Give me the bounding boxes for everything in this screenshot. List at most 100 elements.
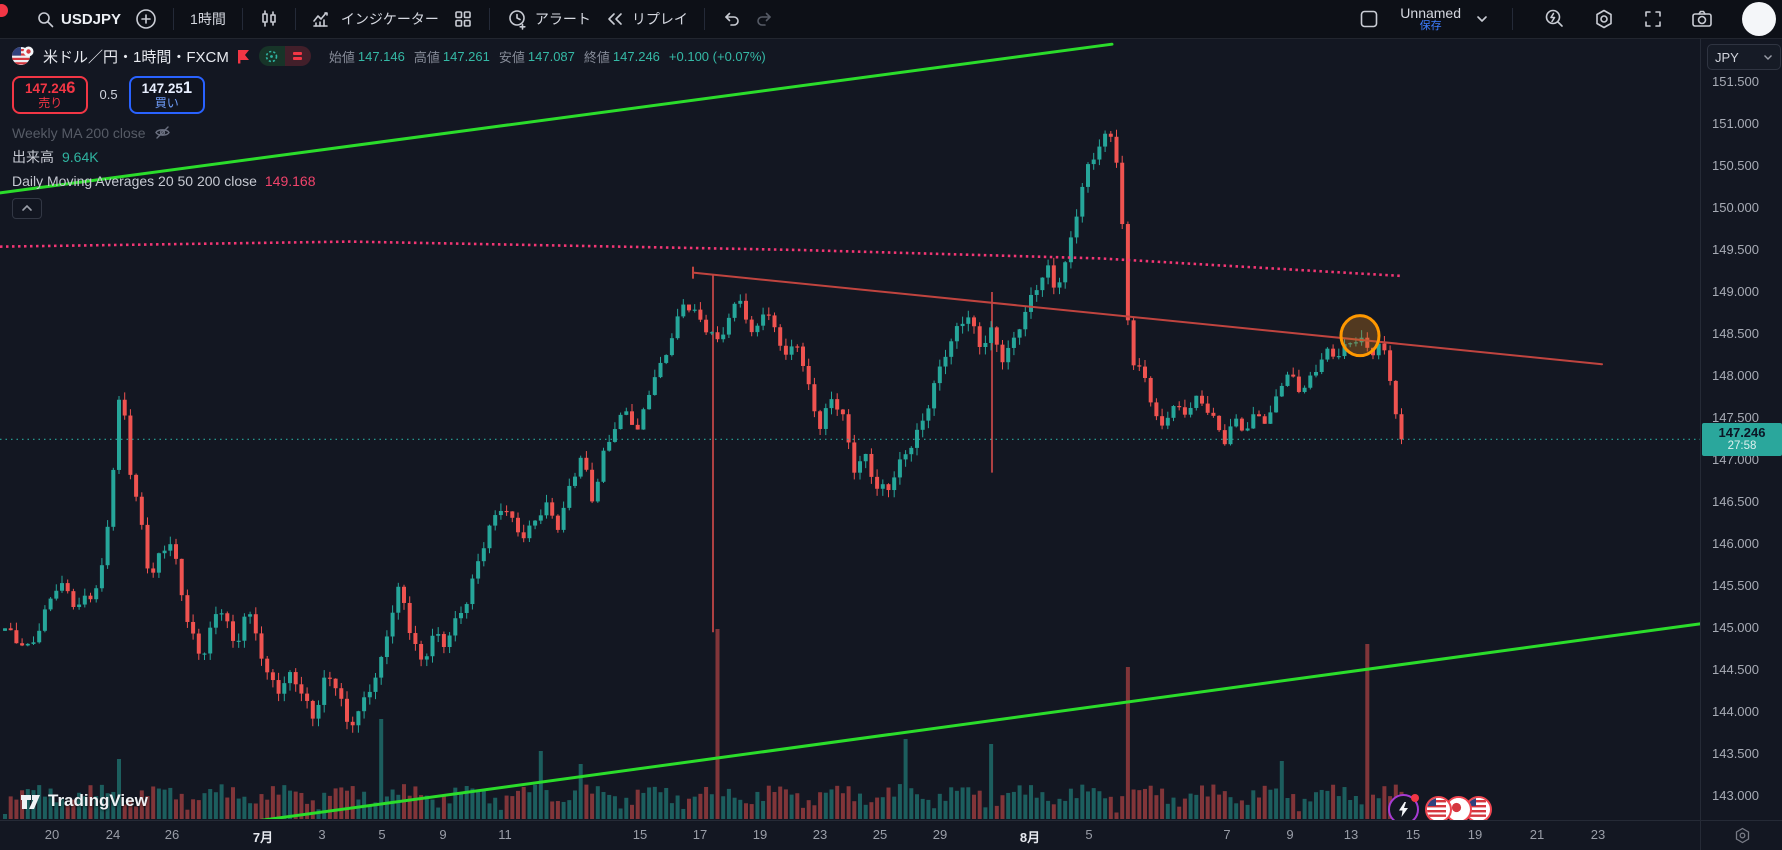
time-tick: 20	[44, 827, 60, 842]
volume-label: 出来高	[12, 148, 54, 165]
buy-price-last-digit: 1	[182, 79, 193, 97]
time-tick: 29	[932, 827, 948, 842]
layout-button[interactable]	[1352, 5, 1386, 33]
price-tick: 144.000	[1712, 704, 1759, 719]
current-price-label: 147.246 27:58	[1702, 422, 1782, 456]
divider	[488, 8, 490, 30]
price-tick: 144.500	[1712, 662, 1759, 677]
grid-layout-icon	[455, 11, 471, 27]
close-label: 終値	[583, 49, 610, 65]
time-tick: 8月	[1019, 830, 1041, 845]
fullscreen-button[interactable]	[1636, 5, 1670, 33]
interval-label: 1時間	[190, 11, 226, 27]
data-delay-icon	[284, 46, 311, 66]
chevron-up-icon	[22, 205, 32, 212]
notification-dot	[0, 4, 8, 17]
open-label: 始値	[328, 49, 355, 65]
symbol-search-button[interactable]: USDJPY	[30, 7, 128, 32]
redo-icon	[757, 12, 771, 26]
interval-button[interactable]: 1時間	[183, 5, 233, 33]
low-value: 147.087	[527, 48, 575, 64]
eye-off-icon[interactable]	[154, 125, 171, 140]
price-tick: 149.000	[1712, 284, 1759, 299]
japan-flag-event-icon[interactable]	[1445, 796, 1472, 823]
chart-style-button[interactable]	[252, 5, 286, 33]
time-tick: 7	[1223, 827, 1231, 842]
symbol-label: USDJPY	[61, 10, 122, 28]
save-label[interactable]: 保存	[1419, 19, 1442, 32]
buy-button[interactable]: 147.251 買い	[128, 76, 206, 114]
tradingview-logo-icon	[21, 794, 40, 809]
axis-gear-icon	[1735, 827, 1749, 844]
user-avatar[interactable]	[1742, 2, 1776, 36]
usdjpy-pair-icon	[12, 46, 34, 65]
alert-clock-icon	[509, 10, 526, 30]
indicators-button[interactable]: インジケーター	[305, 5, 446, 33]
alert-button[interactable]: アラート	[499, 4, 598, 34]
layout-name-button[interactable]: Unnamed 保存	[1400, 6, 1461, 32]
price-tick: 147.500	[1712, 410, 1759, 425]
redo-button[interactable]	[748, 6, 782, 32]
change-value: +0.100 (+0.07%)	[668, 48, 766, 64]
screenshot-button[interactable]	[1684, 5, 1720, 33]
buy-label: 買い	[154, 96, 179, 111]
time-tick: 24	[105, 827, 121, 842]
us-flag-event-icon[interactable]	[1425, 796, 1452, 823]
symbol-title[interactable]: 米ドル／円・1時間・FXCM	[43, 48, 229, 66]
camera-icon	[1692, 10, 1712, 27]
sell-button[interactable]: 147.246 売り	[12, 76, 89, 114]
sell-price-last-digit: 6	[66, 79, 76, 97]
time-tick: 23	[1590, 827, 1606, 842]
currency-label: JPY	[1715, 49, 1739, 65]
indicator-templates-button[interactable]	[446, 5, 480, 33]
buy-price: 147.25	[141, 81, 183, 96]
market-status-pill[interactable]	[258, 46, 311, 66]
time-tick: 13	[1343, 827, 1359, 842]
legend-collapse-button[interactable]	[12, 197, 42, 219]
top-toolbar: USDJPY 1時間 インジケーター	[0, 0, 1782, 39]
divider	[173, 8, 175, 30]
divider	[1512, 8, 1513, 30]
price-tick: 143.500	[1712, 746, 1759, 761]
time-tick: 23	[812, 827, 828, 842]
compare-add-button[interactable]	[128, 4, 164, 34]
chevron-down-icon[interactable]	[1475, 14, 1489, 24]
time-tick: 9	[439, 827, 447, 842]
price-axis[interactable]: JPY 151.500 151.000 150.500 150.000 149.500 1…	[1700, 38, 1782, 820]
replay-button[interactable]: リプレイ	[598, 5, 695, 33]
chevron-down-icon	[1764, 54, 1772, 60]
weekly-ma-label: Weekly MA 200 close	[12, 124, 146, 141]
undo-button[interactable]	[714, 6, 748, 32]
current-price-value: 147.246	[1718, 424, 1766, 440]
close-value: 147.246	[612, 48, 660, 64]
price-tick: 148.000	[1712, 368, 1759, 383]
time-tick: 17	[692, 827, 708, 842]
indicator-row-volume[interactable]: 出来高 9.64K	[12, 147, 99, 167]
indicator-row-weekly-ma[interactable]: Weekly MA 200 close	[12, 125, 171, 141]
flag-icon[interactable]	[237, 49, 251, 64]
time-tick: 26	[164, 827, 180, 842]
market-open-icon	[258, 46, 285, 66]
price-tick: 148.500	[1712, 326, 1759, 341]
event-notification-dot	[1411, 794, 1419, 802]
indicator-row-daily-ma[interactable]: Daily Moving Averages 20 50 200 close 14…	[12, 173, 316, 189]
sell-label: 売り	[38, 96, 63, 111]
settings-button[interactable]	[1586, 4, 1622, 34]
quick-search-button[interactable]	[1536, 4, 1572, 34]
time-axis[interactable]: 20 24 26 7月 3 5 9 11 15 17 19 23 25 29 8月 5 7 9 13 15 19 21 23	[0, 820, 1700, 850]
undo-icon	[725, 12, 739, 26]
gear-icon	[1596, 9, 1612, 29]
time-tick: 19	[1467, 827, 1483, 842]
price-tick: 150.000	[1712, 200, 1759, 215]
axis-settings-corner[interactable]	[1700, 820, 1782, 850]
tradingview-watermark[interactable]: TradingView	[20, 791, 148, 811]
layout-name: Unnamed	[1400, 4, 1461, 21]
replay-label: リプレイ	[631, 11, 688, 27]
time-tick: 3	[318, 827, 326, 842]
price-tick: 150.500	[1712, 158, 1759, 173]
volume-value: 9.64K	[62, 148, 99, 165]
daily-ma-value: 149.168	[264, 172, 316, 189]
price-tick: 149.500	[1712, 242, 1759, 257]
currency-dropdown[interactable]: JPY	[1707, 44, 1781, 70]
